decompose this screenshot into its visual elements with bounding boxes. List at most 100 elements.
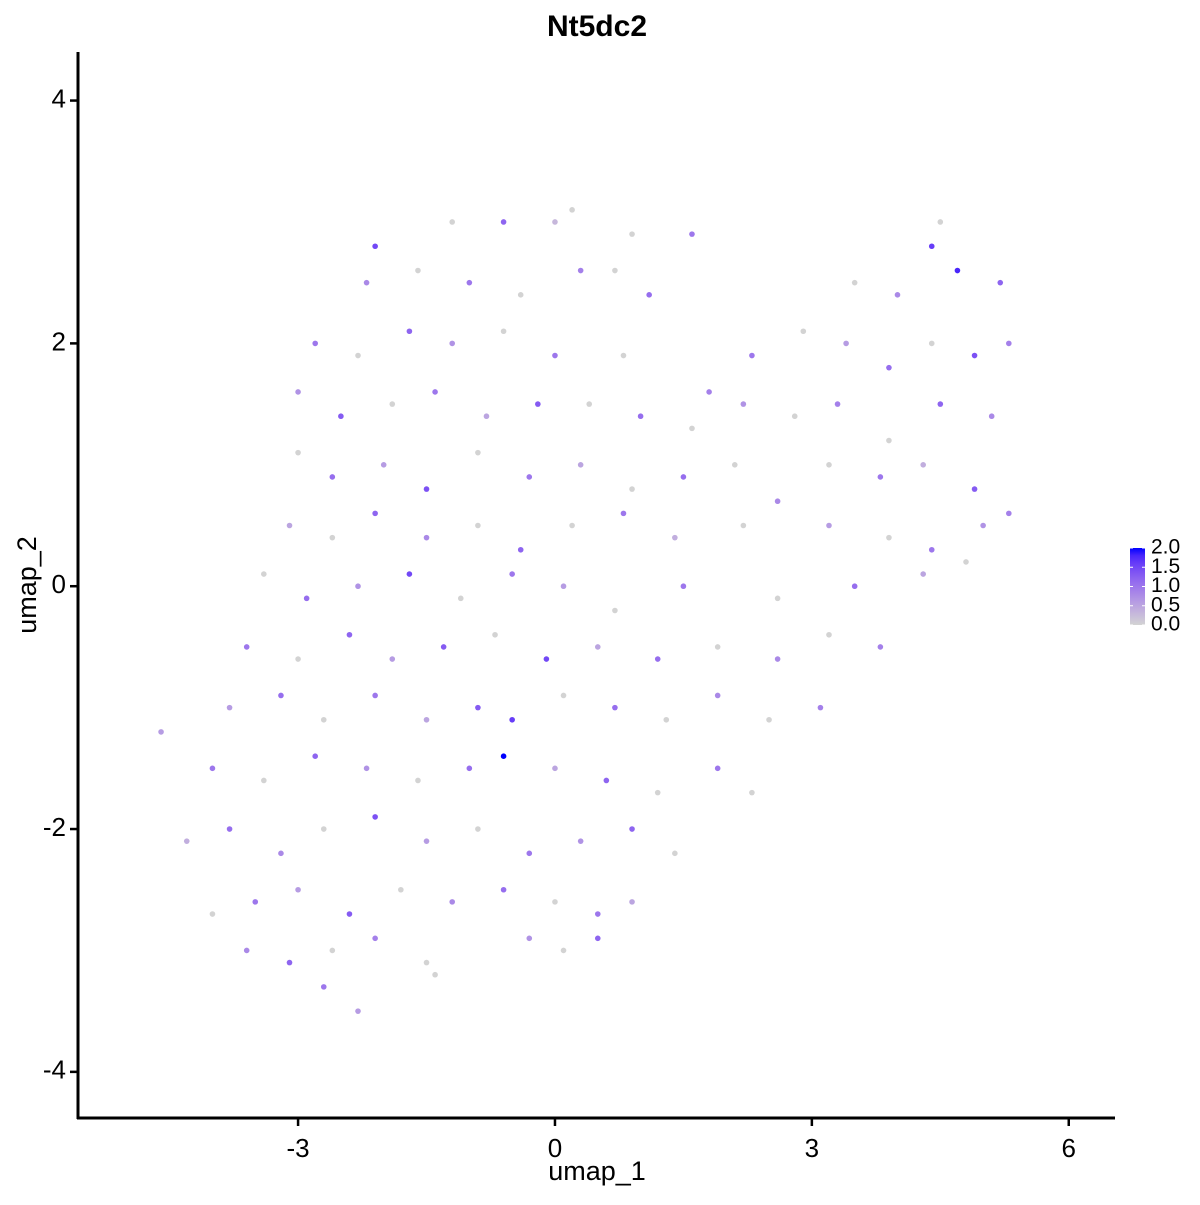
point (663, 716, 670, 723)
point (372, 692, 378, 699)
point (500, 219, 507, 225)
point (475, 704, 481, 711)
point (740, 401, 747, 407)
point (406, 571, 413, 577)
point (629, 486, 635, 492)
point (535, 401, 541, 407)
point (243, 947, 250, 954)
point (406, 328, 413, 335)
point (483, 413, 490, 420)
point (329, 947, 336, 954)
point (261, 571, 267, 577)
point (398, 886, 404, 893)
point (937, 219, 944, 225)
point (731, 462, 738, 468)
point (826, 631, 832, 638)
point (526, 474, 533, 480)
point (646, 292, 652, 298)
point (338, 413, 344, 420)
point (826, 522, 832, 529)
point (303, 595, 310, 602)
point (629, 231, 635, 237)
point (526, 850, 533, 857)
point (415, 777, 421, 784)
point (295, 449, 301, 456)
point (920, 462, 926, 468)
point (423, 486, 430, 492)
point (295, 389, 301, 395)
point (560, 583, 567, 590)
point (286, 522, 293, 529)
point (209, 765, 216, 772)
point (475, 522, 481, 529)
point (372, 510, 378, 517)
point (791, 413, 798, 420)
point (243, 644, 250, 650)
chart-title: Nt5dc2 (547, 10, 647, 43)
point (209, 911, 216, 917)
point (389, 656, 396, 662)
point (826, 462, 832, 468)
point (261, 777, 267, 784)
point (526, 935, 533, 942)
point (560, 692, 567, 699)
point (577, 462, 584, 468)
point (629, 899, 635, 905)
point (500, 753, 507, 759)
point (851, 279, 858, 286)
point (355, 352, 361, 359)
point (423, 959, 430, 966)
point (517, 546, 524, 553)
point (834, 401, 841, 407)
point (423, 716, 430, 723)
point (766, 716, 772, 723)
point (457, 595, 464, 602)
point (432, 389, 438, 395)
point (509, 716, 515, 723)
colorbar-label: 1.0 (1151, 574, 1180, 597)
point (475, 449, 481, 456)
point (252, 899, 259, 905)
point (423, 838, 430, 844)
point (680, 474, 687, 480)
point (569, 207, 575, 213)
colorbar-label: 0.5 (1151, 593, 1180, 616)
point (620, 510, 627, 517)
point (432, 971, 438, 978)
point (937, 401, 944, 407)
point (817, 704, 824, 711)
point (466, 765, 473, 772)
point (552, 352, 558, 359)
point (363, 765, 370, 772)
point (988, 413, 995, 420)
point (997, 279, 1004, 286)
x-tick-label: 0 (548, 1133, 562, 1163)
point (552, 899, 558, 905)
point (928, 243, 935, 250)
point (423, 534, 430, 541)
y-tick-label: -4 (43, 1055, 66, 1085)
point (320, 984, 327, 990)
point (346, 911, 353, 917)
point (954, 267, 961, 274)
point (894, 292, 901, 298)
point (971, 486, 978, 492)
point (612, 267, 618, 274)
point (714, 692, 721, 699)
point (594, 935, 601, 942)
x-tick-label: 6 (1062, 1133, 1076, 1163)
point (689, 425, 695, 432)
point (449, 340, 456, 347)
point (466, 279, 473, 286)
point (1006, 510, 1012, 517)
y-axis-title: umap_2 (12, 536, 42, 634)
point (877, 644, 884, 650)
point (1006, 340, 1012, 347)
point (774, 656, 781, 662)
point (672, 534, 678, 541)
point (774, 498, 781, 505)
point (569, 522, 575, 529)
point (612, 704, 618, 711)
point (620, 352, 627, 359)
